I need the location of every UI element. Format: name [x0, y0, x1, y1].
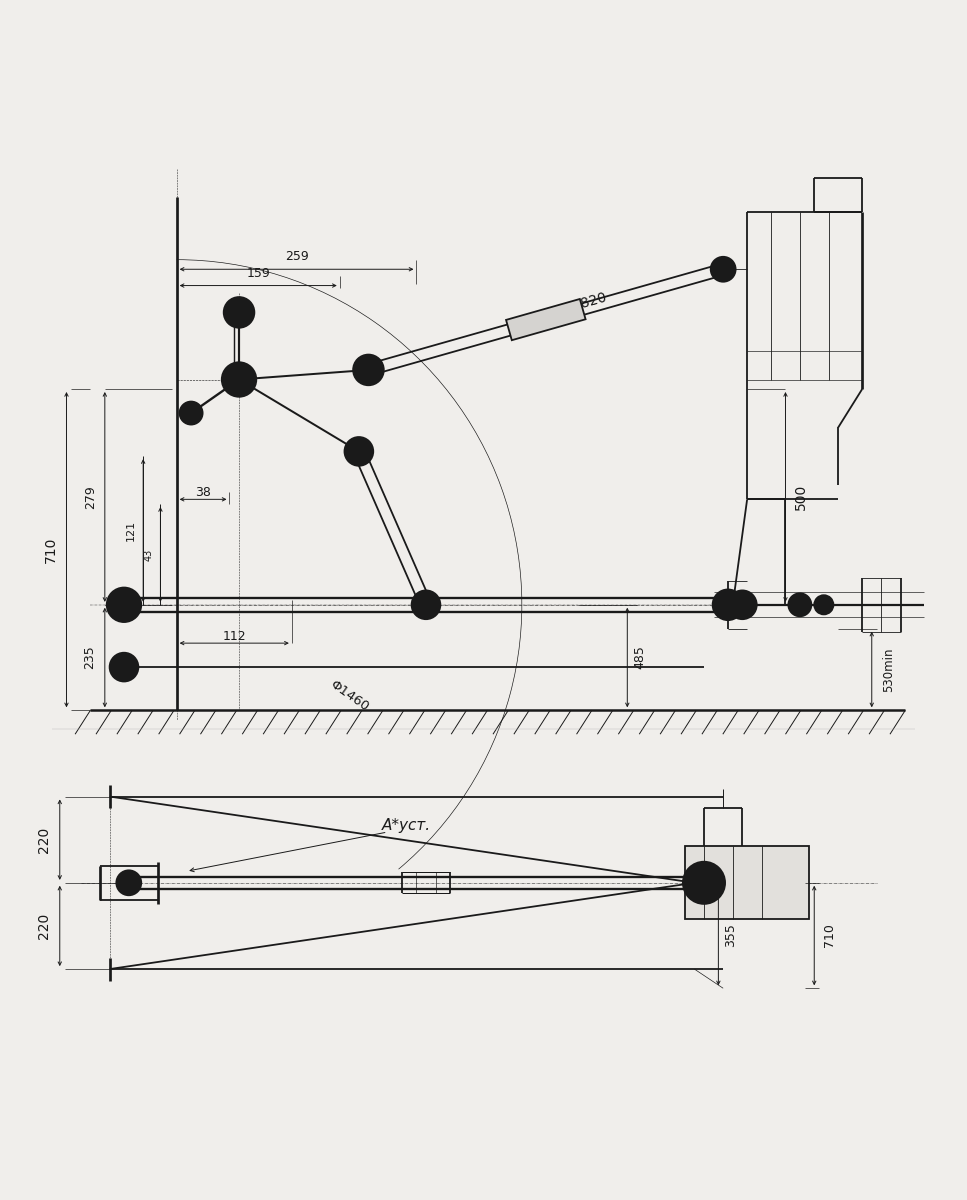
Bar	[506, 299, 586, 341]
Circle shape	[711, 257, 736, 282]
Circle shape	[116, 870, 141, 895]
Text: 235: 235	[83, 646, 96, 670]
Text: 220: 220	[38, 913, 51, 940]
Circle shape	[422, 600, 430, 610]
Text: 43: 43	[144, 548, 154, 560]
Circle shape	[221, 362, 256, 397]
Circle shape	[109, 653, 138, 682]
Circle shape	[683, 862, 725, 904]
Circle shape	[223, 298, 254, 328]
Text: 121: 121	[126, 520, 135, 541]
Text: 710: 710	[44, 536, 58, 563]
Text: 259: 259	[284, 250, 308, 263]
Circle shape	[718, 264, 728, 274]
Text: Φ1460: Φ1460	[328, 678, 371, 714]
Circle shape	[232, 373, 246, 386]
Circle shape	[696, 875, 712, 890]
Text: 38: 38	[195, 486, 211, 499]
Text: 159: 159	[247, 266, 270, 280]
Circle shape	[353, 354, 384, 385]
Circle shape	[363, 364, 374, 376]
Text: 710: 710	[823, 924, 836, 948]
Text: 112: 112	[222, 630, 246, 643]
Circle shape	[354, 446, 364, 456]
Bar	[685, 846, 809, 919]
Circle shape	[180, 402, 203, 425]
Text: 530min: 530min	[883, 647, 895, 691]
Text: A*уст.: A*уст.	[382, 817, 431, 833]
Circle shape	[119, 662, 129, 672]
Circle shape	[233, 307, 245, 318]
Circle shape	[728, 590, 757, 619]
Circle shape	[117, 598, 131, 612]
Text: 820: 820	[579, 290, 608, 311]
Circle shape	[106, 588, 141, 622]
Circle shape	[814, 595, 834, 614]
Text: 500: 500	[794, 484, 807, 510]
Circle shape	[344, 437, 373, 466]
Circle shape	[713, 589, 744, 620]
Circle shape	[788, 593, 811, 617]
Text: 279: 279	[84, 485, 97, 509]
Circle shape	[722, 599, 734, 611]
Text: 355: 355	[724, 924, 737, 948]
Circle shape	[737, 599, 748, 611]
Text: 220: 220	[38, 827, 51, 853]
Circle shape	[125, 878, 132, 887]
Circle shape	[412, 590, 440, 619]
Text: 485: 485	[633, 646, 646, 670]
